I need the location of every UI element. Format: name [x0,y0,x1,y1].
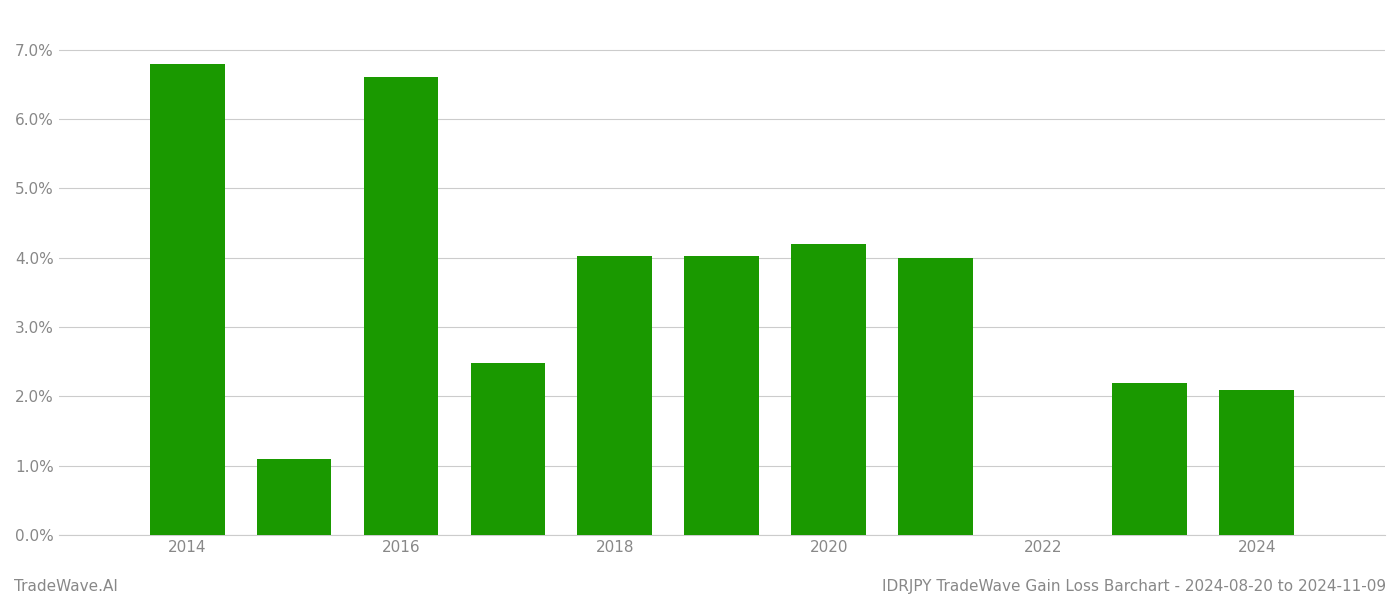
Bar [577,256,652,535]
Text: TradeWave.AI: TradeWave.AI [14,579,118,594]
Bar [256,459,332,535]
Bar [899,258,973,535]
Bar [685,256,759,535]
Bar [364,77,438,535]
Text: IDRJPY TradeWave Gain Loss Barchart - 2024-08-20 to 2024-11-09: IDRJPY TradeWave Gain Loss Barchart - 20… [882,579,1386,594]
Bar [150,64,224,535]
Bar [1219,389,1294,535]
Bar [791,244,867,535]
Bar [470,363,546,535]
Bar [1112,383,1187,535]
